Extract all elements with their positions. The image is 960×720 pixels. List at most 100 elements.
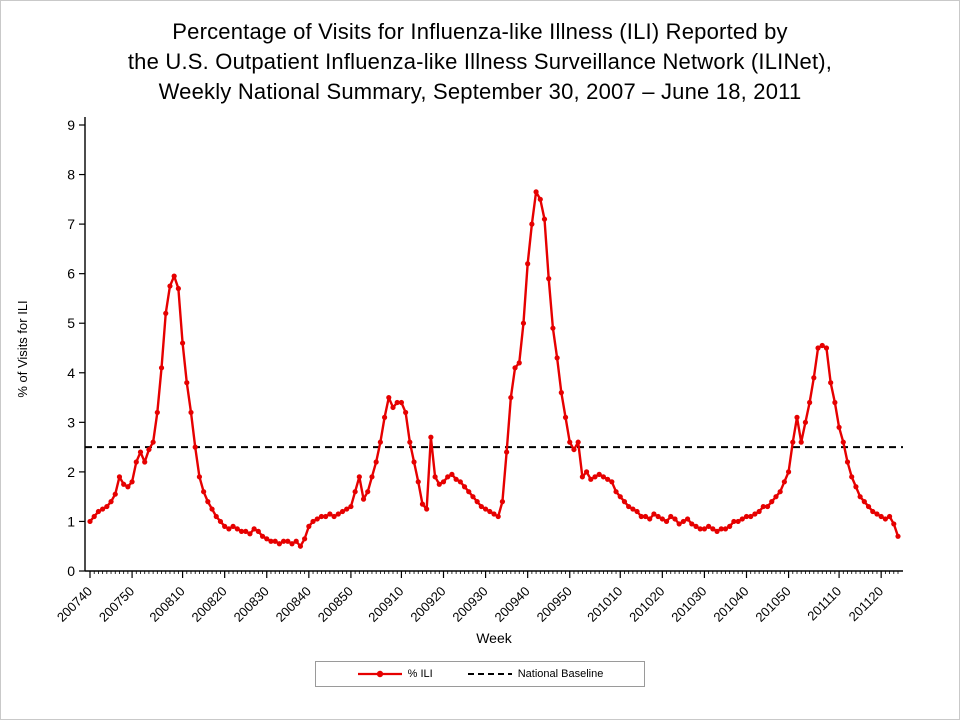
ili-data-point	[853, 484, 859, 490]
ili-data-point	[621, 499, 628, 505]
ili-data-point	[743, 513, 750, 520]
ili-data-point	[461, 484, 468, 490]
ili-data-point	[222, 523, 228, 529]
ili-data-point	[230, 523, 236, 529]
x-axis-label: Week	[476, 630, 513, 646]
ili-data-point	[706, 523, 712, 529]
ili-data-point	[167, 283, 173, 289]
ili-data-point	[91, 513, 97, 520]
ili-data-point	[377, 439, 383, 445]
ili-data-point	[268, 538, 274, 544]
ili-data-point	[184, 380, 190, 386]
ili-data-point	[344, 506, 350, 512]
ili-data-point	[895, 533, 901, 539]
ili-data-point	[188, 409, 194, 416]
ili-data-point	[104, 503, 110, 510]
ili-data-point	[403, 409, 409, 416]
ili-data-point	[482, 506, 489, 512]
ili-data-point	[339, 508, 346, 515]
ili-data-point	[327, 511, 333, 517]
ili-data-point	[840, 439, 846, 445]
ili-data-point	[562, 414, 569, 420]
y-tick-label: 2	[67, 464, 75, 480]
ili-data-point	[579, 474, 585, 480]
x-tick-label: 200950	[534, 584, 575, 625]
ili-data-point	[457, 479, 463, 485]
ili-data-point	[259, 533, 266, 539]
ili-data-point	[360, 496, 367, 502]
ili-data-point	[163, 310, 169, 316]
ili-data-point	[171, 273, 177, 279]
ili-data-point	[769, 499, 775, 505]
ili-data-point	[264, 536, 270, 542]
ili-data-point	[794, 414, 800, 420]
chart-title-line-2: the U.S. Outpatient Influenza-like Illne…	[127, 49, 833, 74]
ili-data-point	[647, 516, 653, 522]
ili-data-point	[512, 365, 518, 371]
ili-data-point	[499, 499, 506, 505]
ili-data-point	[116, 474, 123, 480]
ili-data-point	[689, 521, 695, 527]
y-tick-label: 1	[67, 513, 75, 529]
ili-data-point	[785, 469, 792, 475]
ili-data-point	[108, 499, 114, 505]
x-tick-label: 201050	[752, 584, 793, 625]
ili-data-point	[491, 511, 497, 517]
ili-data-point	[874, 511, 880, 517]
ili-data-point	[533, 189, 539, 195]
ili-data-point	[735, 518, 741, 525]
x-tick-label: 200810	[146, 584, 187, 625]
y-tick-label: 8	[67, 167, 75, 183]
ili-data-point	[436, 481, 442, 487]
ili-data-point	[445, 474, 451, 480]
ili-data-point	[748, 513, 754, 520]
ili-data-point	[516, 360, 522, 366]
ili-line-chart: % of Visits for ILI Week 0 1 2 3 4 5 6 7 8 9 20074…	[15, 117, 903, 646]
ili-data-point	[567, 439, 573, 445]
ili-data-point	[663, 518, 670, 525]
ili-data-point	[815, 345, 821, 351]
ili-data-point	[554, 355, 560, 361]
ili-data-point	[158, 365, 165, 371]
ili-data-point	[844, 459, 851, 465]
ili-data-point	[302, 536, 308, 542]
ili-data-point	[752, 511, 758, 517]
baseline-dashed-marker-icon	[467, 673, 512, 675]
ili-data-point	[583, 469, 590, 475]
chart-area: % of Visits for ILI Week 0 1 2 3 4 5 6 7 8 9 20074…	[1, 109, 959, 657]
ili-data-point	[352, 489, 358, 495]
ili-data-point	[407, 439, 413, 445]
ili-data-point	[276, 541, 282, 547]
x-tick-label: 200920	[407, 584, 448, 625]
ili-data-point	[832, 399, 838, 406]
ili-data-point	[205, 499, 211, 505]
ili-data-point	[508, 394, 514, 401]
ili-data-point	[807, 399, 813, 406]
ili-data-point	[642, 513, 649, 520]
ili-data-point	[529, 221, 535, 227]
chart-legend: % ILI National Baseline	[315, 661, 645, 687]
ili-data-point	[243, 528, 249, 534]
ili-data-point	[672, 516, 678, 522]
ili-data-point	[697, 526, 703, 532]
ili-data-point	[714, 528, 720, 534]
legend-item-baseline: National Baseline	[467, 668, 603, 680]
ili-data-point	[857, 494, 863, 500]
ili-data-point	[727, 523, 733, 529]
x-tick-label: 200830	[231, 584, 272, 625]
ili-data-point	[470, 494, 476, 500]
ili-data-point	[285, 538, 291, 544]
ili-data-point	[693, 523, 699, 529]
ili-data-point	[600, 474, 607, 480]
y-tick-label: 9	[67, 117, 75, 133]
ili-data-point	[886, 513, 893, 520]
ili-data-point	[710, 526, 716, 532]
ili-series-line	[88, 190, 900, 548]
ili-data-point	[861, 499, 867, 505]
ili-line-marker-icon	[357, 670, 402, 678]
ili-data-point	[680, 518, 686, 525]
ili-data-point	[870, 508, 876, 515]
ili-data-point	[487, 508, 493, 515]
ili-data-point	[651, 511, 657, 517]
ili-data-point	[525, 261, 531, 267]
